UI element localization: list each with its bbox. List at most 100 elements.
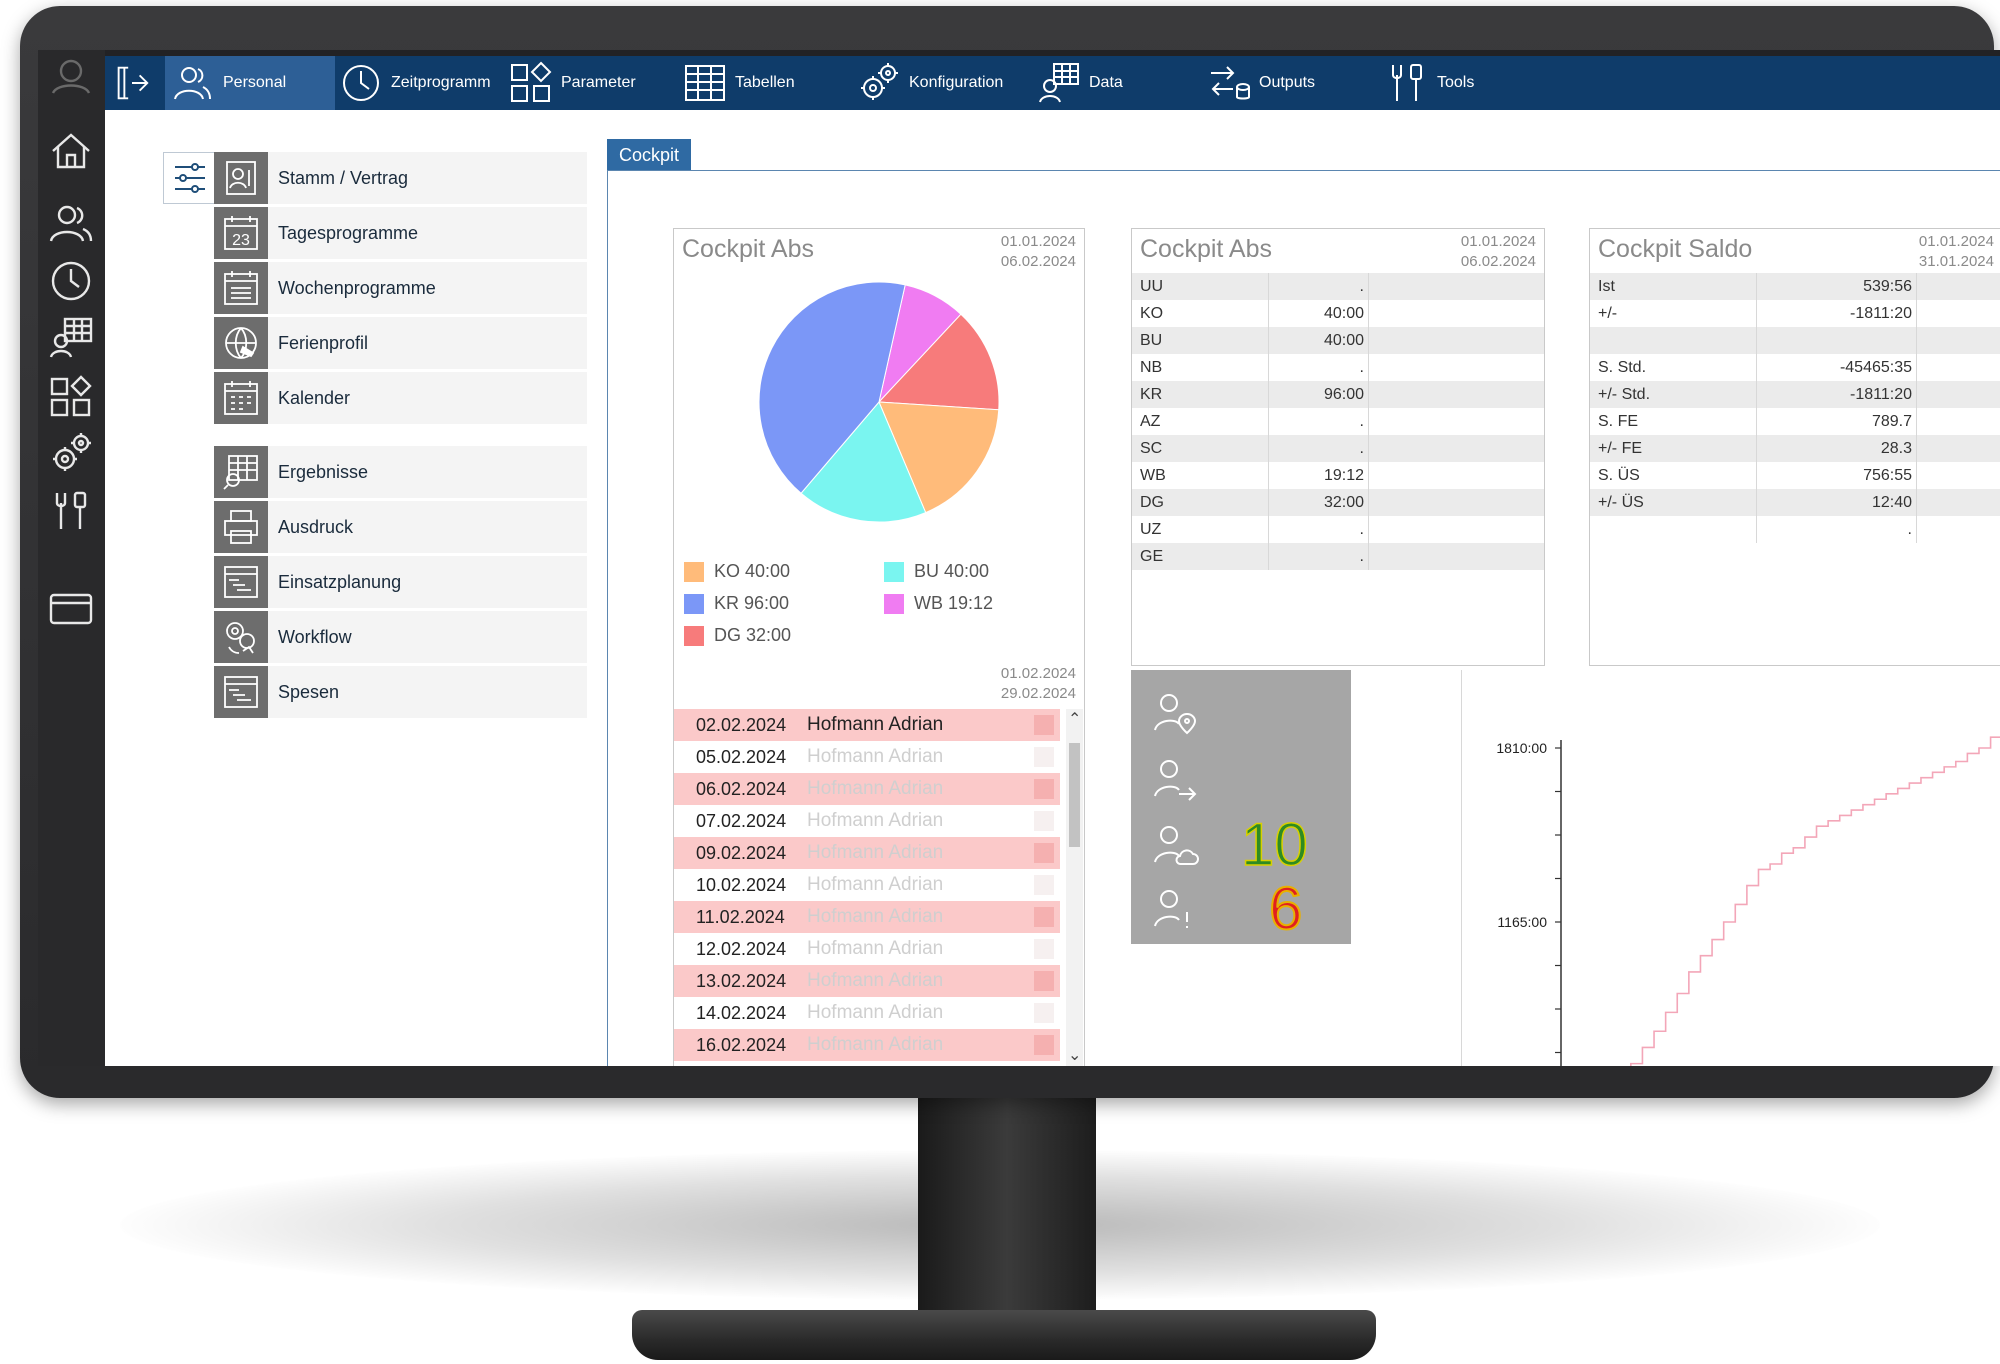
tab-tools[interactable]: Tools: [1385, 56, 1474, 110]
scroll-up-arrow-icon[interactable]: ⌃: [1068, 711, 1082, 728]
menu-item-ausdruck[interactable]: Ausdruck: [214, 501, 587, 553]
cockpit-saldo-panel: Cockpit Saldo 01.01.2024 31.01.2024 Ist 5…: [1589, 228, 2000, 666]
user-outline-icon[interactable]: [46, 52, 96, 102]
legend-label: DG 32:00: [714, 625, 792, 645]
date-from: 01.01.2024: [1918, 233, 1994, 250]
pie-slice-kr: [758, 281, 906, 494]
tab-tabellen-label: Tabellen: [735, 74, 795, 91]
person-location-icon[interactable]: [1151, 688, 1201, 738]
list-item[interactable]: 12.02.2024 Hofmann Adrian: [674, 933, 1060, 965]
column-divider: [1916, 381, 1917, 408]
list-item-marker: [1034, 715, 1054, 735]
list-item[interactable]: 13.02.2024 Hofmann Adrian: [674, 965, 1060, 997]
row-value: -1811:20: [1850, 305, 1912, 322]
column-divider: [1368, 381, 1369, 408]
list-item-marker: [1034, 875, 1054, 895]
calendar-icon: [214, 372, 268, 424]
list-item[interactable]: 14.02.2024 Hofmann Adrian: [674, 997, 1060, 1029]
scroll-thumb[interactable]: [1069, 743, 1080, 847]
gears-icon[interactable]: [46, 428, 96, 478]
person-table-icon[interactable]: [46, 312, 96, 362]
row-value: 12:40: [1871, 494, 1912, 511]
tab-konfiguration-label: Konfiguration: [909, 74, 1004, 91]
column-divider: [1916, 462, 1917, 489]
list-item-date: 16.02.2024: [696, 1035, 787, 1055]
list-item-marker: [1034, 843, 1054, 863]
person-arrow-icon[interactable]: [1151, 754, 1201, 804]
list-item-date: 12.02.2024: [696, 939, 787, 959]
menu-item-workflow[interactable]: Workflow: [214, 611, 587, 663]
table-row: UU.: [1132, 273, 1544, 300]
tab-konfiguration[interactable]: Konfiguration: [857, 56, 1003, 110]
list-item[interactable]: 06.02.2024 Hofmann Adrian: [674, 773, 1060, 805]
grid-diamond-icon[interactable]: [46, 372, 96, 422]
planning-icon: [214, 556, 268, 608]
menu-item-ergebnisse[interactable]: Ergebnisse: [214, 446, 587, 498]
menu-item-wochenprogramme[interactable]: Wochenprogramme: [214, 262, 587, 314]
person-alert-icon[interactable]: [1151, 884, 1201, 934]
column-divider: [1268, 327, 1269, 354]
top-menu-bar: Personal Zeitprogramm Parameter Tabellen…: [105, 56, 2000, 110]
chart-divider: [1461, 670, 1462, 1066]
status-panel: 10 6: [1131, 670, 1351, 944]
absence-list[interactable]: 02.02.2024 Hofmann Adrian 05.02.2024 Hofman…: [674, 709, 1060, 1066]
row-label: S. ÜS: [1598, 467, 1640, 484]
row-value: .: [1359, 521, 1364, 538]
logout-button[interactable]: [111, 56, 161, 110]
tab-personal[interactable]: Personal: [165, 56, 335, 110]
list-item[interactable]: 07.02.2024 Hofmann Adrian: [674, 805, 1060, 837]
legend-label: WB 19:12: [914, 593, 994, 613]
legend-swatch: [884, 561, 904, 582]
row-label: KO: [1140, 305, 1164, 322]
tab-data[interactable]: Data: [1037, 56, 1123, 110]
tab-parameter[interactable]: Parameter: [509, 56, 636, 110]
monitor-stand-neck: [918, 1095, 1096, 1340]
tab-zeitprogramm[interactable]: Zeitprogramm: [339, 56, 491, 110]
list-item[interactable]: 11.02.2024 Hofmann Adrian: [674, 901, 1060, 933]
menu-item-spesen[interactable]: Spesen: [214, 666, 587, 718]
tab-outputs-label: Outputs: [1259, 74, 1316, 91]
list-item[interactable]: 16.02.2024 Hofmann Adrian: [674, 1029, 1060, 1061]
card-icon[interactable]: [46, 584, 96, 634]
table-row: GE.: [1132, 543, 1544, 570]
column-divider: [1368, 273, 1369, 300]
menu-item-ferienprofil[interactable]: Ferienprofil: [214, 317, 587, 369]
tab-cockpit[interactable]: Cockpit: [607, 139, 691, 171]
column-divider: [1368, 462, 1369, 489]
list-item[interactable]: 05.02.2024 Hofmann Adrian: [674, 741, 1060, 773]
table-row: WB 19:12: [1132, 462, 1544, 489]
tools-icon[interactable]: [46, 486, 96, 536]
list-item[interactable]: 09.02.2024 Hofmann Adrian: [674, 837, 1060, 869]
list-item[interactable]: 10.02.2024 Hofmann Adrian: [674, 869, 1060, 901]
printer-icon: [214, 501, 268, 553]
filter-settings-button[interactable]: [163, 152, 217, 204]
alert-count: 6: [1268, 875, 1303, 943]
tab-outputs[interactable]: Outputs: [1207, 56, 1315, 110]
clock-icon[interactable]: [46, 256, 96, 306]
row-value: -1811:20: [1850, 386, 1912, 403]
list-item-date: 05.02.2024: [696, 747, 787, 767]
arrows-db-icon: [1211, 66, 1250, 100]
person-cloud-icon[interactable]: [1151, 820, 1201, 870]
row-label: +/- Std.: [1598, 386, 1651, 403]
list-item[interactable]: 02.02.2024 Hofmann Adrian: [674, 709, 1060, 741]
row-value: 96:00: [1323, 386, 1364, 403]
column-divider: [1756, 462, 1757, 489]
people-icon[interactable]: [46, 198, 96, 248]
row-label: GE: [1140, 548, 1164, 565]
home-icon[interactable]: [46, 126, 96, 176]
row-label: +/- ÜS: [1598, 494, 1644, 511]
menu-item-kalender[interactable]: Kalender: [214, 372, 587, 424]
menu-item-einsatzplanung[interactable]: Einsatzplanung: [214, 556, 587, 608]
menu-item-stamm-vertrag[interactable]: Stamm / Vertrag: [214, 152, 587, 204]
scroll-down-arrow-icon[interactable]: ⌄: [1068, 1047, 1082, 1064]
tab-tabellen[interactable]: Tabellen: [683, 56, 795, 110]
legend-item: KR 96:00: [684, 593, 789, 614]
column-divider: [1368, 516, 1369, 543]
table-row: UZ.: [1132, 516, 1544, 543]
list-item-date: 09.02.2024: [696, 843, 787, 863]
menu-item-tagesprogramme[interactable]: 23 Tagesprogramme: [214, 207, 587, 259]
cockpit-abs-table-panel: Cockpit Abs 01.01.2024 06.02.2024 UU. KO 4…: [1131, 228, 1545, 666]
list-item-name: Hofmann Adrian: [807, 842, 944, 863]
list-scrollbar[interactable]: ⌃ ⌄: [1066, 709, 1083, 1066]
